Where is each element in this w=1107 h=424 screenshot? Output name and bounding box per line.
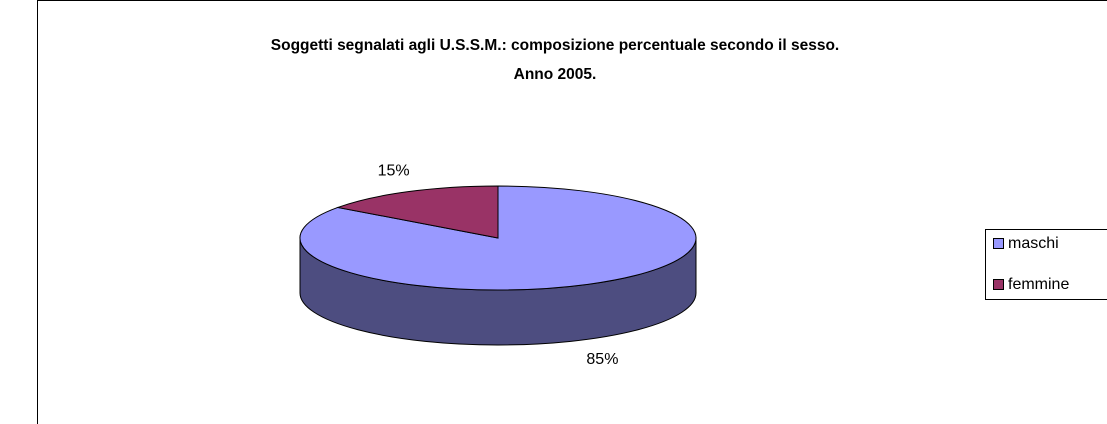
data-label: 15% — [378, 162, 410, 179]
legend-box — [985, 229, 1107, 300]
data-label: 85% — [586, 351, 618, 368]
chart-title: Soggetti segnalati agli U.S.S.M.: compos… — [271, 37, 839, 54]
slice — [335, 185, 499, 239]
legend-label: femmine — [1008, 276, 1069, 293]
chart-title: Anno 2005. — [514, 66, 597, 83]
legend-swatch — [993, 279, 1004, 290]
legend-label: maschi — [1008, 235, 1059, 252]
legend-swatch — [993, 238, 1004, 249]
